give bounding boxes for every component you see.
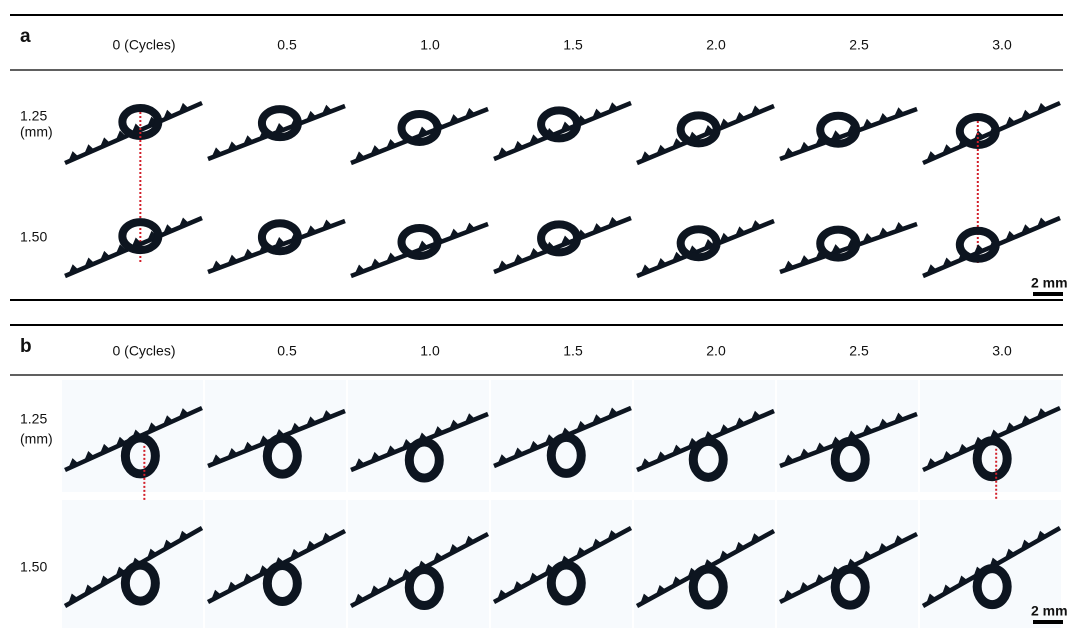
photo bbox=[780, 222, 917, 272]
scale-bar-label: 2 mm bbox=[1031, 603, 1068, 619]
photo bbox=[205, 380, 346, 492]
column-header: 1.0 bbox=[420, 343, 440, 359]
column-header: 0.5 bbox=[277, 37, 297, 53]
photo bbox=[65, 103, 202, 163]
row-unit: (mm) bbox=[20, 124, 53, 140]
photo bbox=[923, 218, 1060, 276]
photo bbox=[208, 219, 345, 272]
photo bbox=[494, 102, 631, 159]
photo bbox=[348, 500, 489, 628]
column-header: 3.0 bbox=[992, 37, 1012, 53]
column-header: 3.0 bbox=[992, 343, 1012, 359]
column-header: 2.0 bbox=[706, 343, 726, 359]
photo bbox=[637, 220, 774, 276]
column-header: 2.5 bbox=[849, 37, 869, 53]
photo bbox=[637, 105, 774, 163]
photo bbox=[780, 107, 917, 159]
column-header: 0 (Cycles) bbox=[112, 37, 175, 53]
photo bbox=[62, 500, 203, 628]
photo bbox=[634, 500, 775, 628]
photo bbox=[777, 500, 918, 628]
photo bbox=[920, 380, 1061, 492]
photo bbox=[351, 108, 488, 163]
row-label: 1.25 bbox=[20, 108, 47, 124]
column-header: 2.5 bbox=[849, 343, 869, 359]
photo bbox=[62, 380, 203, 492]
column-header: 0.5 bbox=[277, 343, 297, 359]
photo bbox=[348, 380, 489, 492]
photo bbox=[491, 500, 632, 628]
row-label: 1.50 bbox=[20, 229, 47, 245]
row-unit: (mm) bbox=[20, 431, 53, 447]
photo bbox=[491, 380, 632, 492]
row-label: 1.25 bbox=[20, 411, 47, 427]
photo bbox=[65, 218, 202, 276]
scale-bar-label: 2 mm bbox=[1031, 275, 1068, 291]
panel-label: b bbox=[20, 336, 32, 357]
photo bbox=[351, 223, 488, 276]
photo bbox=[777, 380, 918, 492]
column-header: 0 (Cycles) bbox=[112, 343, 175, 359]
column-header: 1.5 bbox=[563, 37, 583, 53]
panel-label: a bbox=[20, 26, 31, 47]
row-label: 1.50 bbox=[20, 559, 47, 575]
photo bbox=[923, 103, 1060, 163]
photo bbox=[634, 380, 775, 492]
column-header: 1.5 bbox=[563, 343, 583, 359]
photo bbox=[208, 105, 345, 159]
figure: a0 (Cycles)0.51.01.52.02.53.01.25(mm)1.5… bbox=[0, 0, 1073, 630]
column-header: 2.0 bbox=[706, 37, 726, 53]
photo bbox=[494, 217, 631, 272]
column-header: 1.0 bbox=[420, 37, 440, 53]
photo bbox=[205, 500, 346, 628]
